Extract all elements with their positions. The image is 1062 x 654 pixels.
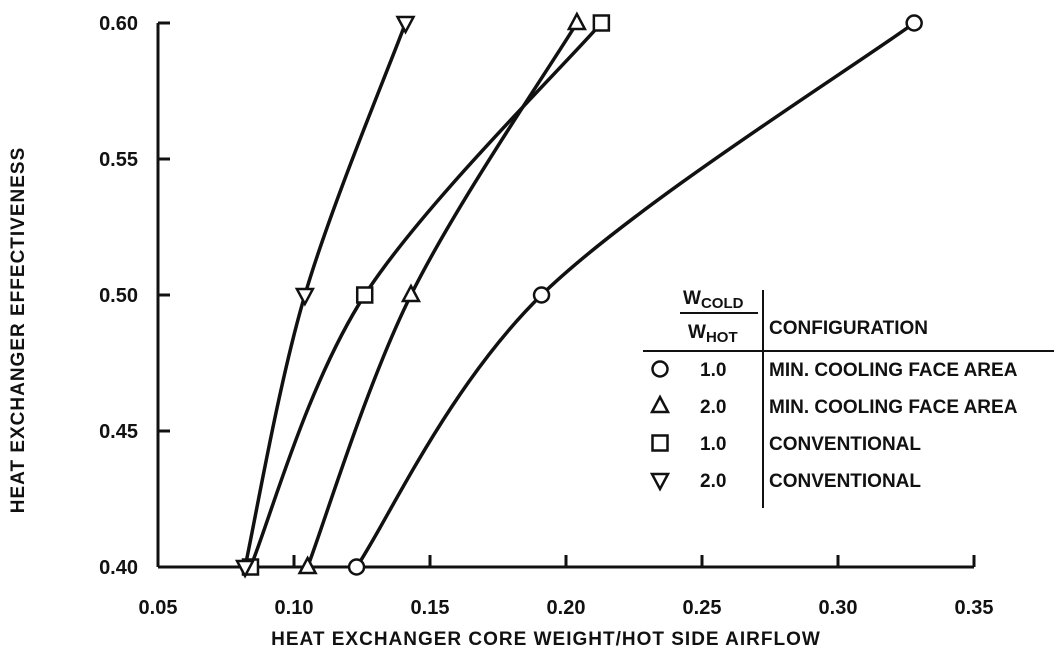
markers (234, 11, 923, 579)
x-tick-label: 0.15 (411, 597, 450, 619)
legend-configuration-label: CONVENTIONAL (769, 471, 921, 492)
legend-configuration-label: MIN. COOLING FACE AREA (769, 360, 1018, 381)
x-tick-label: 0.05 (139, 597, 178, 619)
y-axis-title: HEAT EXCHANGER EFFECTIVENESS (8, 147, 29, 514)
y-tick-label: 0.55 (99, 149, 138, 171)
legend-ratio-value: 2.0 (700, 397, 726, 418)
data-point-circle (532, 286, 551, 304)
data-point-triangle-down (395, 15, 416, 35)
data-point-triangle-down (294, 287, 315, 307)
x-tick-label: 0.25 (683, 597, 722, 619)
y-tick-label: 0.45 (99, 421, 138, 443)
data-point-square (592, 14, 611, 32)
legend-marker-triangle-down (649, 472, 671, 492)
data-point-circle (347, 558, 366, 576)
legend-ratio-value: 2.0 (700, 471, 726, 492)
legend-configuration-label: MIN. COOLING FACE AREA (769, 397, 1018, 418)
legend-configuration-label: CONVENTIONAL (769, 434, 921, 455)
y-tick-label: 0.60 (99, 13, 138, 35)
legend-ratio-value: 1.0 (700, 360, 726, 381)
legend-marker-square (651, 434, 669, 452)
legend-rows: 1.0 MIN. COOLING FACE AREA 2.0 MIN. COOLING… (649, 360, 1018, 492)
legend-ratio-denominator: WHOT (688, 322, 738, 346)
legend-configuration-header: CONFIGURATION (769, 318, 928, 339)
data-point-triangle-up (400, 283, 422, 303)
y-tick-label: 0.50 (99, 285, 138, 307)
data-point-square (355, 286, 374, 304)
legend-ratio-numerator: WCOLD (683, 288, 744, 312)
x-tick-label: 0.10 (275, 597, 314, 619)
series-line-0 (354, 21, 916, 569)
tick-labels: 0.05 0.10 0.15 0.20 0.25 0.30 0.35 0.40 0.45 0.50… (99, 13, 993, 619)
legend: WCOLD WHOT CONFIGURATION 1.0 MIN. COOLING… (643, 288, 1054, 508)
x-tick-label: 0.35 (955, 597, 994, 619)
data-point-triangle-down (234, 559, 256, 579)
legend-marker-triangle-up (649, 394, 671, 414)
x-tick-label: 0.20 (547, 597, 586, 619)
x-tick-label: 0.30 (819, 597, 858, 619)
legend-ratio-value: 1.0 (700, 434, 726, 455)
data-point-circle (905, 14, 923, 32)
series-line-3 (243, 21, 408, 569)
data-point-triangle-up (297, 555, 318, 575)
x-axis-title: HEAT EXCHANGER CORE WEIGHT/HOT SIDE AIRF… (271, 629, 821, 650)
axes (156, 21, 976, 569)
legend-marker-circle (651, 360, 669, 378)
y-tick-label: 0.40 (99, 557, 138, 579)
data-point-triangle-up (566, 11, 587, 31)
